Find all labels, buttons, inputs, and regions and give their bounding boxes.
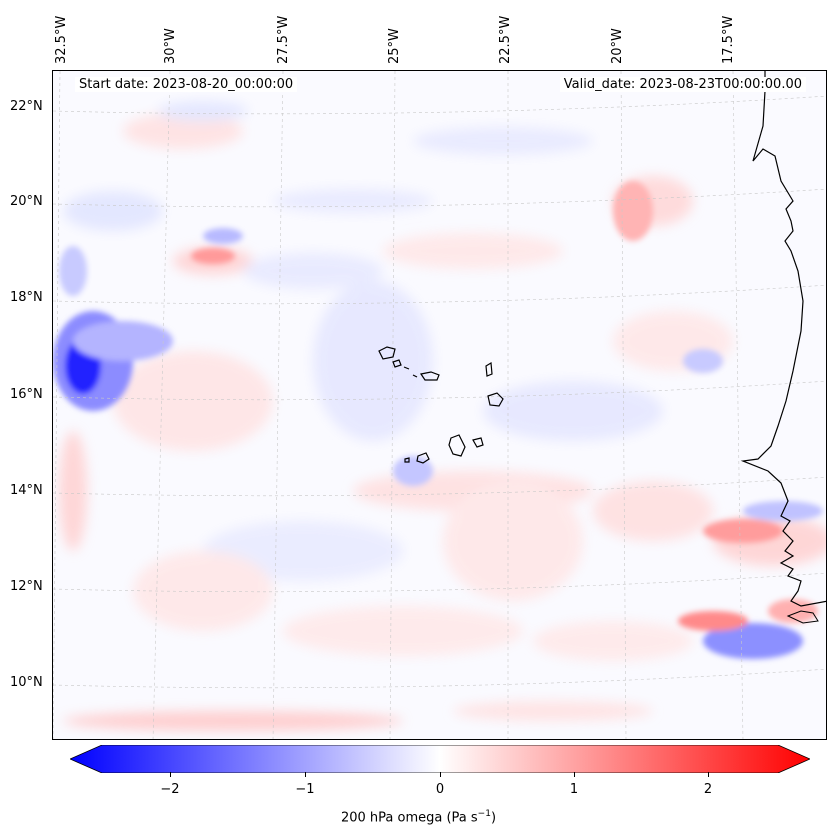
colorbar-tick-neg2: −2 <box>160 782 180 797</box>
lon-label-30W: 30°W <box>163 28 178 64</box>
lat-label-20N: 20°N <box>10 194 43 209</box>
lon-label-32.5W: 32.5°W <box>54 15 69 64</box>
lat-label-22N: 22°N <box>10 99 43 114</box>
lat-label-18N: 18°N <box>10 290 43 305</box>
lon-label-27.5W: 27.5°W <box>276 15 291 64</box>
colorbar-gradient <box>69 744 811 774</box>
lon-label-20W: 20°W <box>610 28 625 64</box>
lon-label-17.5W: 17.5°W <box>721 15 736 64</box>
colorbar-tick-0: 0 <box>435 782 445 797</box>
bijagos-islands <box>786 610 819 624</box>
colorbar-tick-1: 1 <box>569 782 579 797</box>
colorbar-tickmark <box>440 772 441 777</box>
lat-label-12N: 12°N <box>10 579 43 594</box>
colorbar-label-sup: −1 <box>477 809 491 819</box>
lat-label-16N: 16°N <box>10 387 43 402</box>
graticule <box>53 71 826 739</box>
cape-verde-islands <box>378 346 504 464</box>
colorbar-tickmark <box>574 772 575 777</box>
colorbar-tickmark <box>708 772 709 777</box>
lat-label-14N: 14°N <box>10 483 43 498</box>
colorbar-tickmark <box>305 772 306 777</box>
valid-date-label: Valid_date: 2023-08-23T00:00:00.00 <box>559 77 806 92</box>
colorbar-tick-2: 2 <box>703 782 713 797</box>
lat-label-10N: 10°N <box>10 675 43 690</box>
colorbar-label-text: 200 hPa omega (Pa s <box>340 810 478 826</box>
map-panel: Start date: 2023-08-20_00:00:00 Valid_da… <box>52 70 827 740</box>
colorbar-tickmark <box>170 772 171 777</box>
start-date-label: Start date: 2023-08-20_00:00:00 <box>75 77 298 92</box>
colorbar <box>69 744 811 774</box>
colorbar-label: 200 hPa omega (Pa s−1) <box>0 809 837 825</box>
lon-label-22.5W: 22.5°W <box>498 15 513 64</box>
colorbar-label-end: ) <box>490 810 497 826</box>
omega-field <box>53 71 826 739</box>
colorbar-bar <box>69 744 811 774</box>
lon-label-25W: 25°W <box>387 28 402 64</box>
colorbar-tick-neg1: −1 <box>295 782 315 797</box>
african-coastline <box>740 71 826 607</box>
